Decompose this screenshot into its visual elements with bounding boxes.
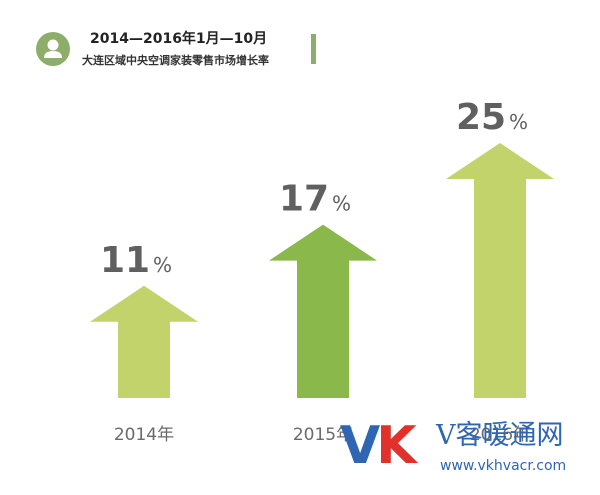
value-label: 25% xyxy=(456,97,528,138)
watermark-vk: VK xyxy=(340,416,417,476)
value-label: 17% xyxy=(279,179,351,220)
title-divider xyxy=(311,34,316,64)
bar-arrow-2015年 xyxy=(269,224,377,398)
watermark-name: V客暖通网 xyxy=(436,420,564,451)
category-label: 2016年 xyxy=(470,425,530,445)
chart-subtitle: 大连区域中央空调家装零售市场增长率 xyxy=(82,54,269,67)
chart-title: 2014—2016年1月—10月 xyxy=(90,31,268,47)
category-label: 2014年 xyxy=(114,425,174,445)
watermark-logo: VK V客暖通网 www.vkhvacr.com xyxy=(340,418,590,480)
bar-arrow-2016年 xyxy=(446,143,554,398)
value-label: 11% xyxy=(100,240,172,281)
user-icon xyxy=(36,32,70,66)
category-label: 2015年 xyxy=(293,425,353,445)
bar-arrow-2014年 xyxy=(90,285,198,398)
chart-header: 2014—2016年1月—10月 大连区域中央空调家装零售市场增长率 xyxy=(36,28,336,72)
watermark-url: www.vkhvacr.com xyxy=(440,458,567,474)
